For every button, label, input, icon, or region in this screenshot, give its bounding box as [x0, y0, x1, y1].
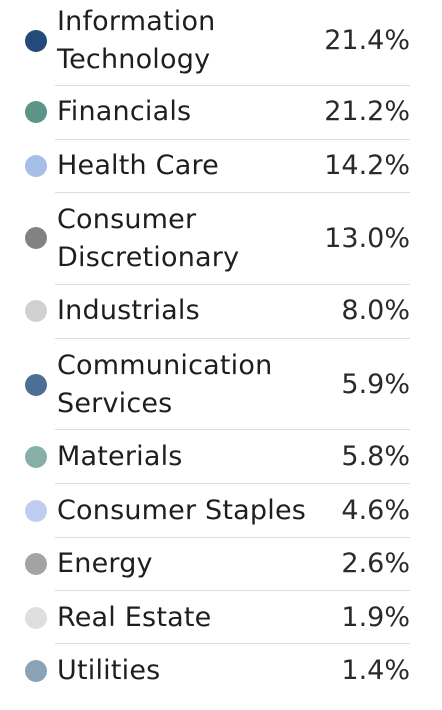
legend-value-energy: 2.6% [341, 548, 410, 579]
legend-value-materials: 5.8% [341, 441, 410, 472]
legend-value-real-estate: 1.9% [341, 602, 410, 633]
legend-dot-information-technology [25, 30, 47, 52]
legend-label-communication-services: Communication Services [57, 350, 273, 419]
legend-divider [55, 85, 410, 86]
legend-value-financials: 21.2% [324, 96, 410, 127]
legend-dot-industrials [25, 300, 47, 322]
legend-label-utilities: Utilities [57, 655, 161, 686]
legend-divider [55, 483, 410, 484]
legend-label-health-care: Health Care [57, 150, 219, 181]
legend-label-industrials: Industrials [57, 295, 200, 326]
legend-dot-energy [25, 553, 47, 575]
legend-divider [55, 429, 410, 430]
legend-dot-financials [25, 101, 47, 123]
legend-dot-utilities [25, 660, 47, 682]
legend-divider [55, 338, 410, 339]
legend-dot-consumer-staples [25, 500, 47, 522]
legend-divider [55, 590, 410, 591]
legend-value-industrials: 8.0% [341, 295, 410, 326]
legend-dot-communication-services [25, 374, 47, 396]
legend-dot-health-care [25, 155, 47, 177]
legend-label-materials: Materials [57, 441, 183, 472]
legend-label-consumer-discretionary: Consumer Discretionary [57, 204, 240, 273]
legend-label-information-technology: Information Technology [57, 6, 216, 75]
legend-dot-real-estate [25, 607, 47, 629]
legend-value-consumer-staples: 4.6% [341, 495, 410, 526]
legend-divider [55, 537, 410, 538]
legend-divider [55, 192, 410, 193]
legend-label-consumer-staples: Consumer Staples [57, 495, 307, 526]
legend-label-real-estate: Real Estate [57, 602, 212, 633]
legend-value-communication-services: 5.9% [341, 369, 410, 400]
legend-label-financials: Financials [57, 96, 192, 127]
legend-value-utilities: 1.4% [341, 655, 410, 686]
legend-value-information-technology: 21.4% [324, 25, 410, 56]
legend-dot-materials [25, 446, 47, 468]
legend-divider [55, 643, 410, 644]
legend-value-health-care: 14.2% [324, 150, 410, 181]
legend-dot-consumer-discretionary [25, 227, 47, 249]
legend-label-energy: Energy [57, 548, 153, 579]
legend-divider [55, 284, 410, 285]
legend-divider [55, 139, 410, 140]
legend-value-consumer-discretionary: 13.0% [324, 223, 410, 254]
